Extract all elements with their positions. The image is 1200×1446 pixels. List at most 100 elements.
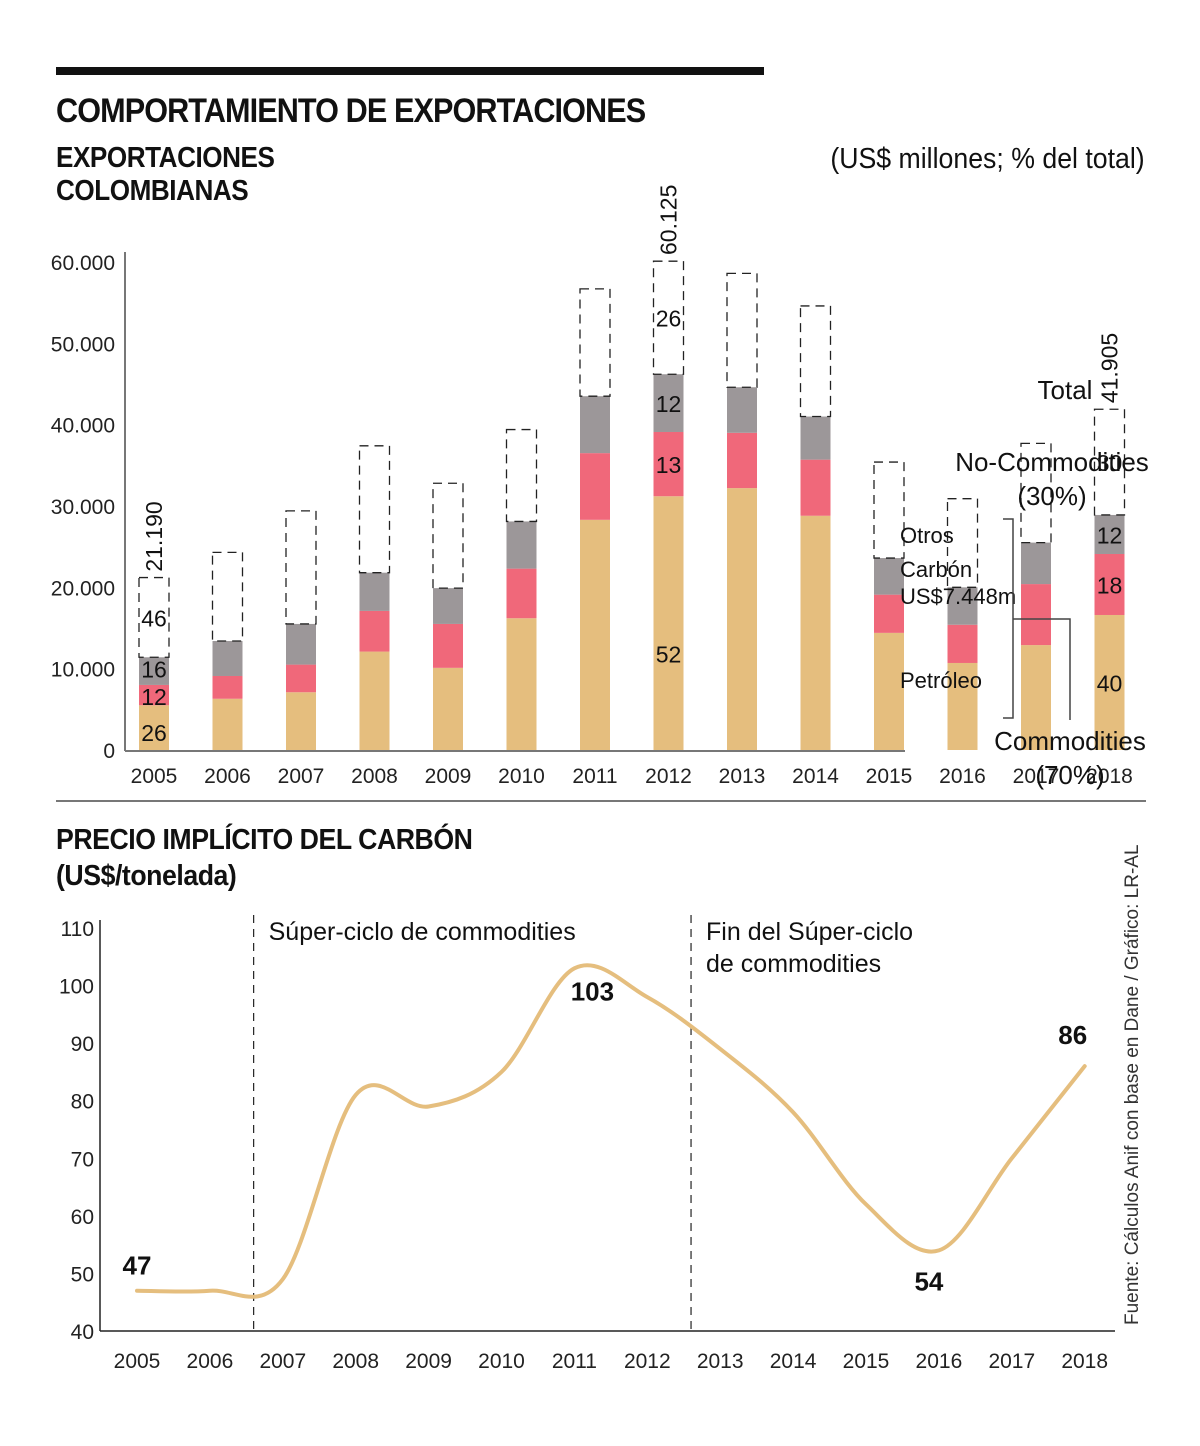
bar-segment-otros [653,374,684,432]
bar-x-tick-label: 2008 [351,765,398,788]
bar-segment-no-commodities [1093,408,1126,516]
bar-x-tick-label: 2017 [1013,765,1060,788]
line-y-tick-label: 80 [71,1091,94,1114]
bar-share-label-otros: 16 [141,656,167,682]
line-y-tick-label: 110 [61,918,94,941]
legend-total: Total [1038,375,1093,405]
bar-segment-no-commodities [799,305,832,418]
line-x-tick-label: 2018 [1061,1350,1108,1373]
line-x-tick-label: 2007 [259,1350,306,1373]
bar-segment-no-commodities [432,482,464,589]
line-chart-title-text: PRECIO IMPLÍCITO DEL CARBÓN [56,824,473,856]
bar-share-label-carbon: 12 [141,684,167,710]
line-x-tick-label: 2015 [843,1350,890,1373]
bar-segment-carbon [1094,553,1125,615]
bar-segment-carbon [139,684,169,706]
line-chart-title: PRECIO IMPLÍCITO DEL CARBÓN (US$/tonelad… [56,822,473,894]
line-y-tick-label: 50 [71,1263,94,1286]
legend-carbon-value: US$7.448m [900,584,1016,609]
bar-segment-no-commodities [726,272,758,388]
bar-x-tick-label: 2011 [572,765,617,788]
line-x-tick-label: 2013 [697,1350,744,1373]
line-x-tick-label: 2008 [332,1350,379,1373]
legend-connector [1013,618,1071,720]
bar-share-label-carbon: 13 [656,452,682,478]
main-title: COMPORTAMIENTO DE EXPORTACIONES [56,92,646,130]
bar-segment-otros [286,623,316,665]
bar-segment-no-commodities [652,260,685,375]
bar-segment-petroleo [506,618,537,750]
legend-commodities-pct: (70%) [1035,760,1104,790]
bar-segment-no-commodities [285,510,317,625]
bar-y-tick-label: 40.000 [51,415,115,438]
bar-segment-otros [506,521,537,569]
line-x-tick-label: 2012 [624,1350,671,1373]
bar-y-tick-label: 30.000 [51,496,115,519]
bar-x-tick-label: 2009 [425,765,472,788]
bar-segment-petroleo [286,692,316,750]
bar-segment-otros [580,396,610,454]
line-x-tick-label: 2010 [478,1350,525,1373]
bar-x-tick-label: 2007 [278,765,325,788]
legend-commodities: Commodities [994,726,1146,756]
bar-share-label-petroleo: 26 [141,720,167,746]
bar-x-tick-label: 2012 [645,765,692,788]
bar-segment-otros [359,572,390,611]
coal-price-annotation: 86 [1058,1020,1087,1050]
bar-y-tick-label: 50.000 [51,333,115,356]
legend-bracket [1003,518,1014,719]
bar-y-tick-label: 0 [103,740,115,763]
line-x-tick-label: 2017 [988,1350,1035,1373]
bar-segment-carbon [1021,584,1051,646]
legend-no-commodities: No-Commodities [955,447,1149,477]
bar-segment-carbon [653,431,684,497]
bar-share-label-nocomm: 46 [141,605,167,631]
bar-segment-petroleo [139,705,169,750]
line-y-tick-label: 40 [71,1321,94,1344]
line-x-tick-label: 2016 [916,1350,963,1373]
bar-x-tick-label: 2016 [939,765,986,788]
bar-segment-no-commodities [358,445,391,574]
bar-segment-petroleo [433,667,463,750]
period-label: de commodities [706,950,881,978]
bar-total-label: 21.190 [141,501,167,571]
bar-x-tick-label: 2010 [498,765,545,788]
header-rule [56,67,764,75]
bar-segment-otros [727,387,757,433]
bar-segment-carbon [947,624,978,663]
bar-segment-no-commodities [946,498,979,588]
bar-segment-no-commodities [579,288,611,397]
line-chart-subtitle: (US$/tonelada) [56,860,237,892]
bar-total-label: 41.905 [1097,333,1123,403]
bar-x-tick-label: 2014 [792,765,839,788]
bar-x-tick-label: 2005 [131,765,178,788]
bar-segment-carbon [286,664,316,693]
bar-segment-petroleo [1021,645,1051,750]
bar-share-label-petroleo: 40 [1097,670,1123,696]
bar-segment-carbon [874,594,904,633]
bar-x-tick-label: 2013 [719,765,766,788]
bar-segment-petroleo [727,488,757,750]
coal-price-line [135,963,1087,1299]
bar-segment-no-commodities [138,576,170,658]
line-y-tick-label: 70 [71,1148,94,1171]
bar-segment-otros [800,416,831,460]
bar-segment-carbon [580,453,610,520]
bar-segment-carbon [800,459,831,516]
line-x-tick-label: 2005 [114,1350,161,1373]
bar-segment-no-commodities [873,461,905,559]
line-x-tick-label: 2011 [552,1350,597,1373]
coal-price-annotation: 54 [914,1266,943,1296]
bar-segment-otros [1094,514,1125,554]
bar-segment-petroleo [359,651,390,750]
legend-otros: Otros [900,523,954,548]
bar-x-tick-label: 2006 [204,765,251,788]
bar-segment-petroleo [947,662,978,750]
bar-segment-no-commodities [211,551,244,642]
bar-share-label-otros: 12 [656,391,682,417]
bar-segment-carbon [433,623,463,668]
bar-segment-petroleo [212,698,243,750]
bar-segment-otros [212,641,243,676]
legend-no-commodities-pct: (30%) [1017,481,1086,511]
